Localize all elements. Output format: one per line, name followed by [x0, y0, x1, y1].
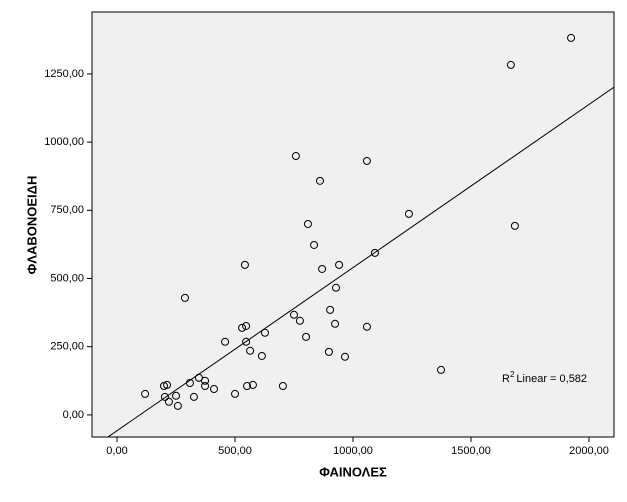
y-tick-label: 250,00 [50, 341, 84, 353]
x-axis-title: ΦΑΙΝΟΛΕΣ [319, 464, 387, 479]
point [326, 305, 335, 314]
point [370, 248, 379, 257]
point [189, 392, 198, 401]
point [201, 381, 210, 390]
point [242, 337, 251, 346]
point [243, 381, 252, 390]
x-tick-label: 1000,00 [333, 445, 373, 457]
point [331, 319, 340, 328]
point [242, 321, 251, 330]
y-tick-label: 0,00 [63, 409, 84, 421]
y-tick-label: 1000,00 [44, 136, 84, 148]
point [340, 352, 349, 361]
point [173, 401, 182, 410]
point [240, 260, 249, 269]
annotation-base: R [502, 373, 510, 385]
point [160, 392, 169, 401]
x-tick-label: 500,00 [218, 445, 252, 457]
fit-line [107, 86, 614, 437]
point [510, 221, 519, 230]
fit-annotation: R2 Linear = 0,582 [502, 370, 587, 385]
y-axis-title: ΦΛΑΒΟΝΟΕΙΔΗ [24, 176, 39, 275]
point [278, 381, 287, 390]
plot-area [91, 11, 615, 438]
point [246, 346, 255, 355]
point [332, 283, 341, 292]
x-tick-label: 1500,00 [451, 445, 491, 457]
point [257, 351, 266, 360]
point [231, 389, 240, 398]
point [318, 264, 327, 273]
point [404, 209, 413, 218]
point [163, 380, 172, 389]
point [315, 176, 324, 185]
point [172, 391, 181, 400]
y-tick-label: 750,00 [50, 204, 84, 216]
point [260, 328, 269, 337]
point [437, 365, 446, 374]
x-tick-label: 2000,00 [569, 445, 609, 457]
point [180, 293, 189, 302]
point [238, 323, 247, 332]
point [295, 316, 304, 325]
y-tick-label: 500,00 [50, 272, 84, 284]
annotation-sup: 2 [510, 370, 515, 379]
point [310, 240, 319, 249]
point [221, 337, 230, 346]
point [362, 322, 371, 331]
point [567, 33, 576, 42]
point [362, 156, 371, 165]
x-tick-label: 0,00 [106, 445, 127, 457]
point [185, 378, 194, 387]
point [303, 219, 312, 228]
point [302, 332, 311, 341]
point [506, 60, 515, 69]
point [141, 389, 150, 398]
point [335, 260, 344, 269]
point [201, 376, 210, 385]
point [164, 397, 173, 406]
point [210, 384, 219, 393]
point [290, 310, 299, 319]
y-tick-label: 1250,00 [44, 68, 84, 80]
point [324, 347, 333, 356]
point [291, 152, 300, 161]
annotation-text: Linear = 0,582 [516, 373, 587, 385]
point [248, 380, 257, 389]
